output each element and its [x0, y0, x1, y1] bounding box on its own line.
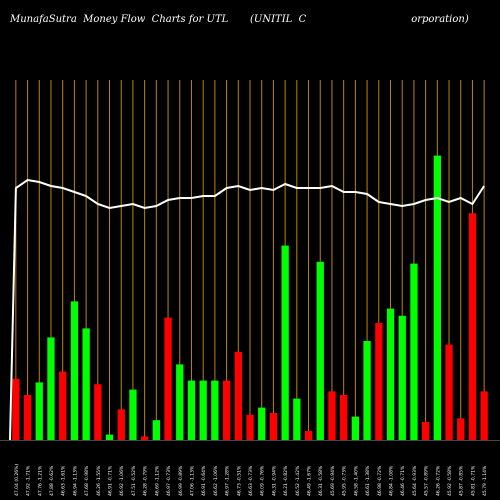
- bar: [363, 341, 371, 440]
- bar: [316, 261, 324, 440]
- bar: [94, 384, 102, 440]
- x-tick-label: 47.92 -1.71%: [26, 465, 32, 496]
- x-tick-label: 46.63 -1.61%: [61, 465, 67, 496]
- x-tick-label: 46.26 -1.55%: [96, 465, 102, 496]
- x-tick-label: 46.63 -0.73%: [248, 465, 254, 496]
- bar: [480, 391, 488, 440]
- bar: [47, 337, 55, 440]
- x-tick-label: 46.94 -1.13%: [72, 465, 78, 496]
- x-tick-label: 47.76 -1.21%: [37, 465, 43, 496]
- bar: [199, 380, 207, 440]
- x-tick-label: 46.09 -0.76%: [260, 465, 266, 496]
- bar: [152, 420, 160, 440]
- chart-subtitle: (UNITIL C orporation): [250, 14, 469, 25]
- x-tick-label: 46.26 -0.72%: [435, 465, 441, 496]
- money-flow-line: [9, 178, 485, 441]
- x-tick-label: 47.88 -0.62%: [49, 465, 55, 496]
- x-tick-label: 46.92 -1.06%: [119, 465, 125, 496]
- x-tick-label: 46.31 -0.94%: [271, 465, 277, 496]
- x-tick-label: 46.99 -0.89%: [178, 465, 184, 496]
- x-tick-label: 45.92 -0.58%: [447, 465, 453, 496]
- x-tick-label: 45.57 -0.89%: [424, 465, 430, 496]
- x-tick-label: 47.06 -1.13%: [190, 465, 196, 496]
- x-tick-label: 45.87 -0.85%: [459, 465, 465, 496]
- x-tick-label: 46.28 -0.79%: [143, 465, 149, 496]
- x-tick-label: 46.58 -1.40%: [353, 465, 359, 496]
- x-tick-label: 47.04 (0.26%): [14, 464, 20, 496]
- bar: [70, 301, 79, 440]
- bar: [293, 398, 301, 440]
- bar: [468, 213, 477, 440]
- bar: [164, 317, 172, 440]
- bar: [433, 155, 441, 440]
- x-tick-label: 45.79 -1.14%: [482, 465, 488, 496]
- bar: [304, 431, 313, 440]
- bar: [12, 378, 20, 440]
- bar: [445, 344, 453, 440]
- bar: [129, 389, 137, 440]
- bar: [246, 414, 254, 440]
- x-tick-label: 46.49 -1.67%: [307, 465, 313, 496]
- bar: [223, 380, 231, 440]
- bar: [258, 407, 266, 440]
- x-tick-label: 47.68 -0.98%: [84, 465, 90, 496]
- bar: [410, 263, 418, 440]
- x-tick-label: 46.62 -1.06%: [213, 465, 219, 496]
- bar: [23, 395, 32, 440]
- bar: [176, 364, 184, 440]
- bar: [35, 382, 43, 440]
- bar: [328, 391, 336, 440]
- x-tick-label: 46.61 -1.38%: [365, 465, 371, 496]
- bar: [422, 422, 430, 440]
- bar: [386, 308, 395, 440]
- x-tick-label: 46.97 -1.28%: [225, 465, 231, 496]
- x-tick-label: 46.31 -0.58%: [318, 465, 324, 496]
- x-tick-label: 45.69 -0.94%: [330, 465, 336, 496]
- x-tick-label: 46.97 -0.73%: [166, 465, 172, 496]
- x-tick-label: 46.69 -1.12%: [154, 465, 160, 496]
- bar: [82, 328, 90, 440]
- bar: [269, 413, 278, 440]
- bar: [281, 245, 289, 440]
- x-tick-label: 46.73 -0.51%: [236, 465, 242, 496]
- x-tick-label: 46.46 -0.71%: [400, 465, 406, 496]
- x-tick-label: 46.98 -0.72%: [377, 465, 383, 496]
- x-tick-label: 47.51 -0.52%: [131, 465, 137, 496]
- bar: [141, 436, 149, 440]
- x-tick-label: 46.21 -0.82%: [283, 465, 289, 496]
- x-tick-label: 46.91 -0.64%: [201, 465, 207, 496]
- x-tick-label: 46.84 -1.08%: [389, 465, 395, 496]
- x-tick-label: 45.95 -0.73%: [342, 465, 348, 496]
- bar: [187, 380, 196, 440]
- x-tick-label: 46.91 -0.71%: [108, 465, 114, 496]
- bar: [398, 315, 406, 440]
- x-tick-label: 45.64 -0.93%: [412, 465, 418, 496]
- bar: [340, 395, 348, 440]
- bar: [375, 323, 383, 440]
- x-tick-label: 45.81 -0.71%: [470, 465, 476, 496]
- x-tick-label: 46.52 -1.42%: [295, 465, 301, 496]
- bar: [117, 409, 125, 440]
- bar: [105, 434, 114, 440]
- bar: [351, 416, 359, 440]
- bar: [457, 418, 465, 440]
- bar: [234, 351, 242, 440]
- chart-title: MunafaSutra Money Flow Charts for UTL: [10, 14, 229, 25]
- bar: [59, 371, 67, 440]
- bar: [211, 380, 219, 440]
